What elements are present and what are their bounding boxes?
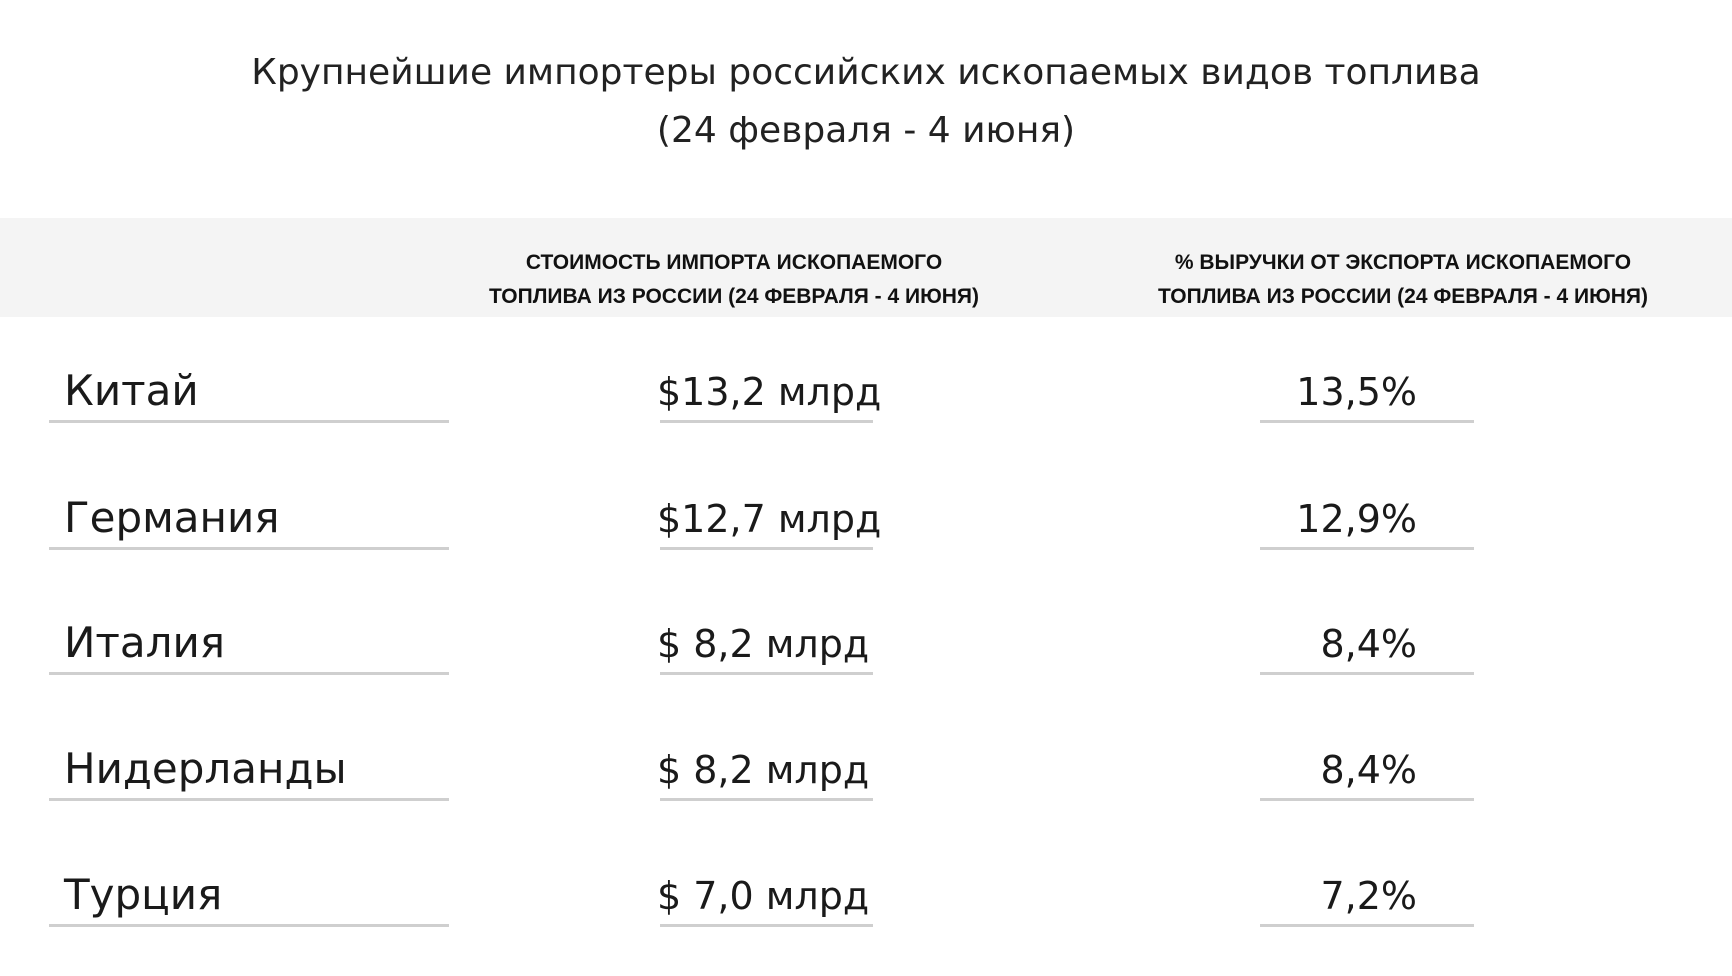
header-line: ТОПЛИВА ИЗ РОССИИ (24 ФЕВРАЛЯ - 4 ИЮНЯ) — [1157, 285, 1649, 308]
import-value: $13,2 млрд — [657, 370, 882, 414]
country-name: Италия — [64, 618, 226, 667]
header-import-value: СТОИМОСТЬ ИМПОРТА ИСКОПАЕМОГО ТОПЛИВА ИЗ… — [414, 246, 1054, 314]
export-share: 13,5% — [1296, 370, 1417, 414]
table-row: Китай $13,2 млрд 13,5% — [0, 366, 1732, 466]
page-subtitle: (24 февраля - 4 июня) — [656, 110, 1076, 151]
table-row: Нидерланды $ 8,2 млрд 8,4% — [0, 744, 1732, 844]
underline — [49, 420, 449, 423]
underline — [1260, 798, 1474, 801]
table-row: Турция $ 7,0 млрд 7,2% — [0, 870, 1732, 970]
underline — [660, 924, 873, 927]
export-share: 12,9% — [1296, 497, 1417, 541]
underline — [1260, 672, 1474, 675]
header-export-share: % ВЫРУЧКИ ОТ ЭКСПОРТА ИСКОПАЕМОГО ТОПЛИВ… — [1083, 246, 1723, 314]
page-title: Крупнейшие импортеры российских ископаем… — [251, 52, 1481, 93]
underline — [1260, 547, 1474, 550]
country-name: Китай — [64, 366, 199, 415]
import-value: $12,7 млрд — [657, 497, 882, 541]
underline — [49, 547, 449, 550]
underline — [660, 547, 873, 550]
underline — [660, 420, 873, 423]
country-name: Германия — [64, 493, 280, 542]
export-share: 8,4% — [1320, 748, 1417, 792]
underline — [1260, 420, 1474, 423]
export-share: 7,2% — [1320, 874, 1417, 918]
underline — [49, 672, 449, 675]
country-name: Нидерланды — [64, 744, 347, 793]
import-value: $ 8,2 млрд — [657, 748, 870, 792]
table-header — [0, 218, 1732, 317]
import-value: $ 7,0 млрд — [657, 874, 870, 918]
header-line: ТОПЛИВА ИЗ РОССИИ (24 ФЕВРАЛЯ - 4 ИЮНЯ) — [488, 285, 980, 308]
underline — [660, 672, 873, 675]
underline — [49, 798, 449, 801]
underline — [660, 798, 873, 801]
underline — [1260, 924, 1474, 927]
table-row: Италия $ 8,2 млрд 8,4% — [0, 618, 1732, 718]
import-value: $ 8,2 млрд — [657, 622, 870, 666]
export-share: 8,4% — [1320, 622, 1417, 666]
country-name: Турция — [64, 870, 223, 919]
table-row: Германия $12,7 млрд 12,9% — [0, 493, 1732, 593]
header-line: % ВЫРУЧКИ ОТ ЭКСПОРТА ИСКОПАЕМОГО — [1174, 251, 1632, 274]
header-line: СТОИМОСТЬ ИМПОРТА ИСКОПАЕМОГО — [525, 251, 943, 274]
underline — [49, 924, 449, 927]
